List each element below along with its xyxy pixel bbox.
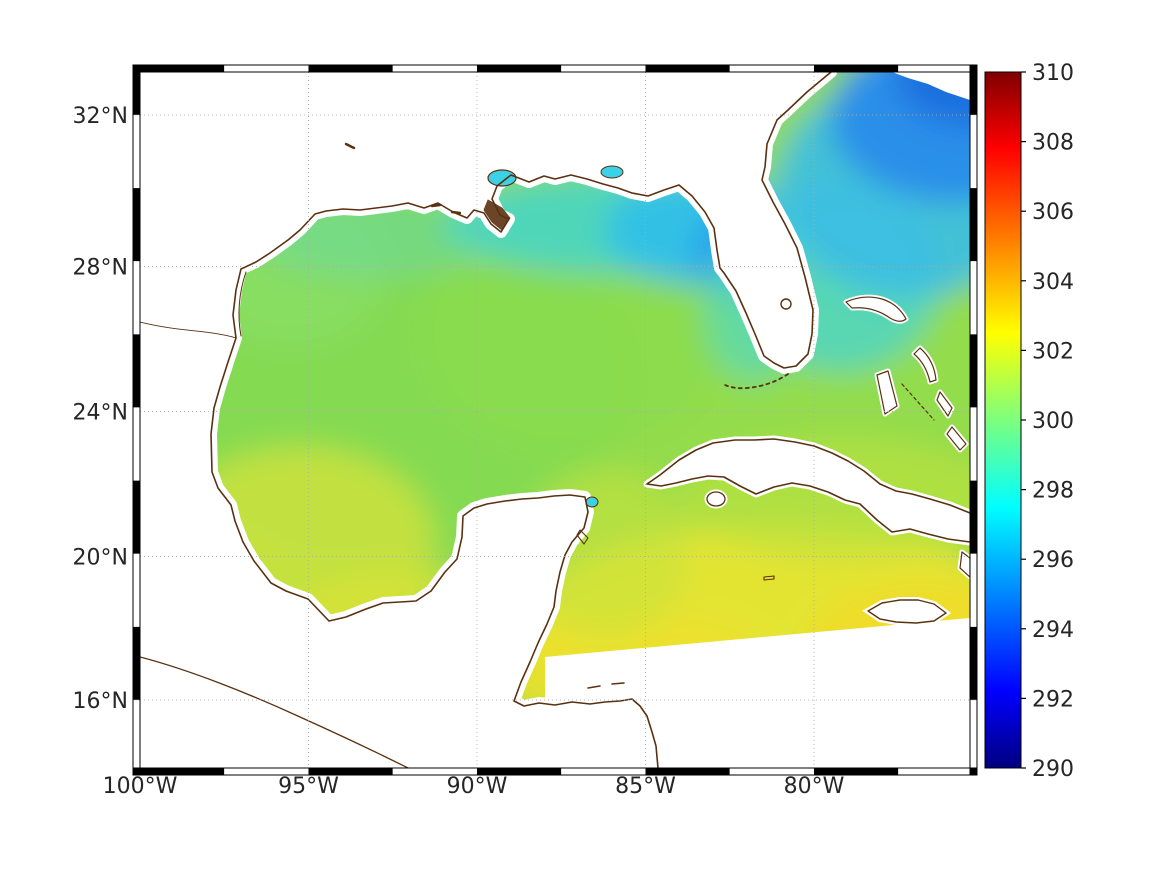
colorbar-tick-label: 296	[1032, 548, 1074, 573]
lat-tick-label: 24°N	[73, 401, 128, 426]
lon-tick-label: 100°W	[103, 774, 178, 799]
lon-tick-label: 85°W	[615, 774, 676, 799]
colorbar-tick-label: 300	[1032, 409, 1074, 434]
bahamas-coastlines	[845, 296, 970, 578]
colorbar-gradient	[984, 71, 1022, 769]
jamaica-coastline	[867, 599, 947, 624]
cozumel-island	[576, 529, 589, 545]
no-data-corner-wedge	[892, 72, 970, 100]
colorbar-tick-label: 306	[1032, 200, 1074, 225]
lake-okeechobee	[780, 298, 792, 310]
rio-grande	[140, 321, 237, 339]
colorbar-tick-label: 310	[1032, 61, 1074, 86]
colorbar-tick-label: 298	[1032, 479, 1074, 504]
mississippi-delta-marsh	[483, 199, 511, 231]
colorbar-tick-label: 302	[1032, 339, 1074, 364]
mexico-pacific-coastline	[140, 656, 409, 768]
colorbar: 310 308 306 304 302 300 298 296 294 292 …	[984, 61, 1074, 782]
colorbar-tick-label: 290	[1032, 757, 1074, 782]
colorbar-tick-label: 308	[1032, 131, 1074, 156]
lon-tick-labels: 100°W 95°W 90°W 85°W 80°W	[103, 774, 845, 799]
coastal-bay-pixels	[487, 165, 624, 508]
bay-islands-honduras	[587, 682, 625, 689]
isle-of-youth-coastline	[706, 491, 726, 507]
gulf-coastline	[210, 72, 832, 768]
map-frame	[132, 64, 978, 776]
lon-tick-label: 80°W	[784, 774, 845, 799]
lat-tick-labels: 32°N 28°N 24°N 20°N 16°N	[73, 104, 128, 714]
florida-keys	[724, 373, 789, 390]
cayman-island	[763, 575, 775, 581]
lat-tick-label: 20°N	[73, 546, 128, 571]
colorbar-tick-labels: 310 308 306 304 302 300 298 296 294 292 …	[1032, 61, 1074, 782]
lon-tick-label: 90°W	[447, 774, 508, 799]
louisiana-marsh-dots	[344, 142, 462, 215]
colorbar-tick-label: 292	[1032, 687, 1074, 712]
cuba-coastline	[646, 438, 970, 543]
colorbar-tick-label: 304	[1032, 270, 1074, 295]
lat-tick-label: 28°N	[73, 256, 128, 281]
gridlines	[140, 72, 970, 768]
lat-tick-label: 16°N	[73, 689, 128, 714]
map-axes	[140, 72, 970, 768]
padre-island	[238, 271, 247, 337]
lat-tick-label: 32°N	[73, 104, 128, 129]
lon-tick-label: 95°W	[278, 774, 339, 799]
colorbar-tick-label: 294	[1032, 618, 1074, 643]
colorbar-ticks	[1021, 71, 1026, 769]
coastlines-layer	[140, 72, 970, 768]
